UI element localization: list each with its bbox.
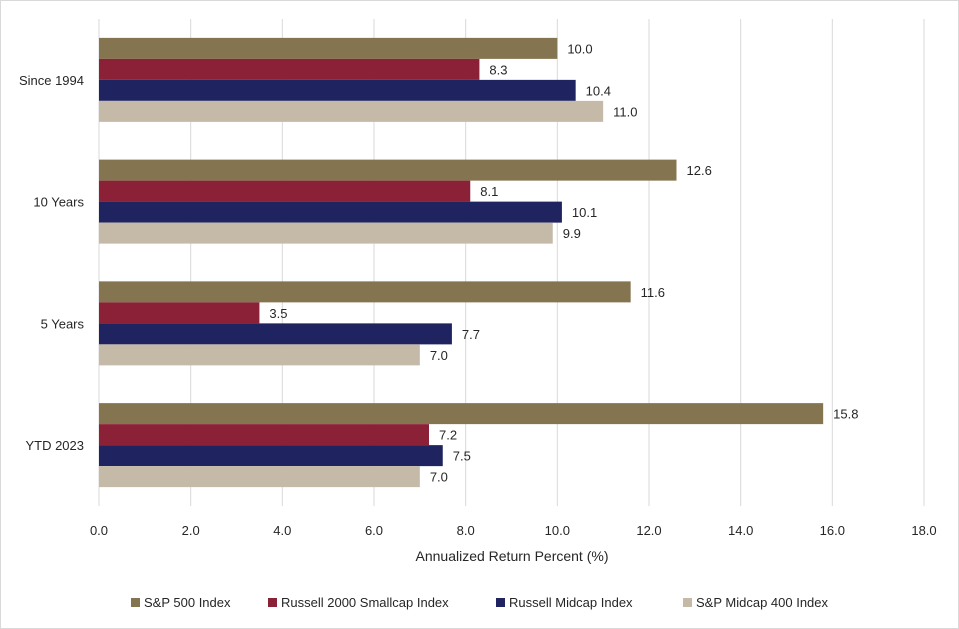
data-label: 7.7 bbox=[462, 327, 480, 342]
bar-russell-midcap-index bbox=[99, 201, 562, 223]
x-tick-label: 12.0 bbox=[636, 523, 661, 538]
x-axis-title: Annualized Return Percent (%) bbox=[416, 548, 609, 564]
x-tick-label: 4.0 bbox=[273, 523, 291, 538]
legend-swatch bbox=[683, 598, 692, 607]
x-tick-label: 6.0 bbox=[365, 523, 383, 538]
data-label: 7.0 bbox=[430, 470, 448, 485]
x-tick-label: 2.0 bbox=[182, 523, 200, 538]
data-label: 8.3 bbox=[489, 62, 507, 77]
bar-sandp-500-index bbox=[99, 37, 558, 59]
data-label: 12.6 bbox=[687, 163, 712, 178]
data-label: 10.1 bbox=[572, 205, 597, 220]
legend-swatch bbox=[496, 598, 505, 607]
axes: 0.0 2.0 4.0 6.0 8.0 10.0 12.0 14.0 16.0 18.0 Since… bbox=[19, 73, 937, 538]
bar-sandp-midcap-400-index bbox=[99, 222, 553, 244]
bar-russell-2000-smallcap-index bbox=[99, 302, 260, 324]
data-label: 11.6 bbox=[641, 285, 665, 300]
category-label: Since 1994 bbox=[19, 73, 84, 88]
bar-russell-2000-smallcap-index bbox=[99, 58, 480, 80]
bar-russell-midcap-index bbox=[99, 79, 576, 101]
bar-sandp-500-index bbox=[99, 159, 677, 181]
bar-sandp-500-index bbox=[99, 281, 631, 303]
x-tick-label: 16.0 bbox=[820, 523, 845, 538]
legend-item-sandp-midcap-400-index: S&P Midcap 400 Index bbox=[683, 595, 829, 610]
legend-label: Russell Midcap Index bbox=[509, 595, 633, 610]
data-label: 8.1 bbox=[480, 184, 498, 199]
x-tick-label: 18.0 bbox=[911, 523, 936, 538]
bar-sandp-500-index bbox=[99, 403, 824, 425]
data-label: 3.5 bbox=[269, 306, 287, 321]
category-label: 5 Years bbox=[41, 316, 85, 331]
x-tick-label: 14.0 bbox=[728, 523, 753, 538]
data-label: 10.4 bbox=[586, 83, 611, 98]
bars bbox=[99, 37, 824, 488]
data-label: 7.5 bbox=[453, 449, 471, 464]
legend-item-russell-midcap-index: Russell Midcap Index bbox=[496, 595, 633, 610]
legend-label: S&P 500 Index bbox=[144, 595, 231, 610]
bar-sandp-midcap-400-index bbox=[99, 100, 604, 122]
legend-swatch bbox=[131, 598, 140, 607]
data-label: 11.0 bbox=[613, 104, 637, 119]
legend-item-russell-2000-smallcap-index: Russell 2000 Smallcap Index bbox=[268, 595, 449, 610]
x-tick-label: 8.0 bbox=[457, 523, 475, 538]
data-label: 15.8 bbox=[833, 407, 858, 422]
legend-label: Russell 2000 Smallcap Index bbox=[281, 595, 449, 610]
legend-item-sandp-500-index: S&P 500 Index bbox=[131, 595, 231, 610]
bar-sandp-midcap-400-index bbox=[99, 466, 420, 488]
data-label: 7.0 bbox=[430, 348, 448, 363]
legend-swatch bbox=[268, 598, 277, 607]
bar-sandp-midcap-400-index bbox=[99, 344, 420, 366]
data-label: 7.2 bbox=[439, 428, 457, 443]
legend: S&P 500 Index Russell 2000 Smallcap Index… bbox=[131, 595, 829, 610]
data-labels: 10.0 8.3 10.411.0 12.6 8.1 10.1 9.9 11.6 3.5 7.7 7… bbox=[269, 41, 858, 484]
category-label: 10 Years bbox=[33, 195, 84, 210]
bar-russell-2000-smallcap-index bbox=[99, 424, 429, 446]
x-tick-label: 0.0 bbox=[90, 523, 108, 538]
bar-russell-midcap-index bbox=[99, 445, 443, 467]
category-label: YTD 2023 bbox=[25, 438, 84, 453]
data-label: 9.9 bbox=[563, 226, 581, 241]
legend-label: S&P Midcap 400 Index bbox=[696, 595, 829, 610]
bar-russell-midcap-index bbox=[99, 323, 452, 345]
data-label: 10.0 bbox=[567, 41, 592, 56]
x-tick-label: 10.0 bbox=[545, 523, 570, 538]
bar-russell-2000-smallcap-index bbox=[99, 180, 471, 202]
